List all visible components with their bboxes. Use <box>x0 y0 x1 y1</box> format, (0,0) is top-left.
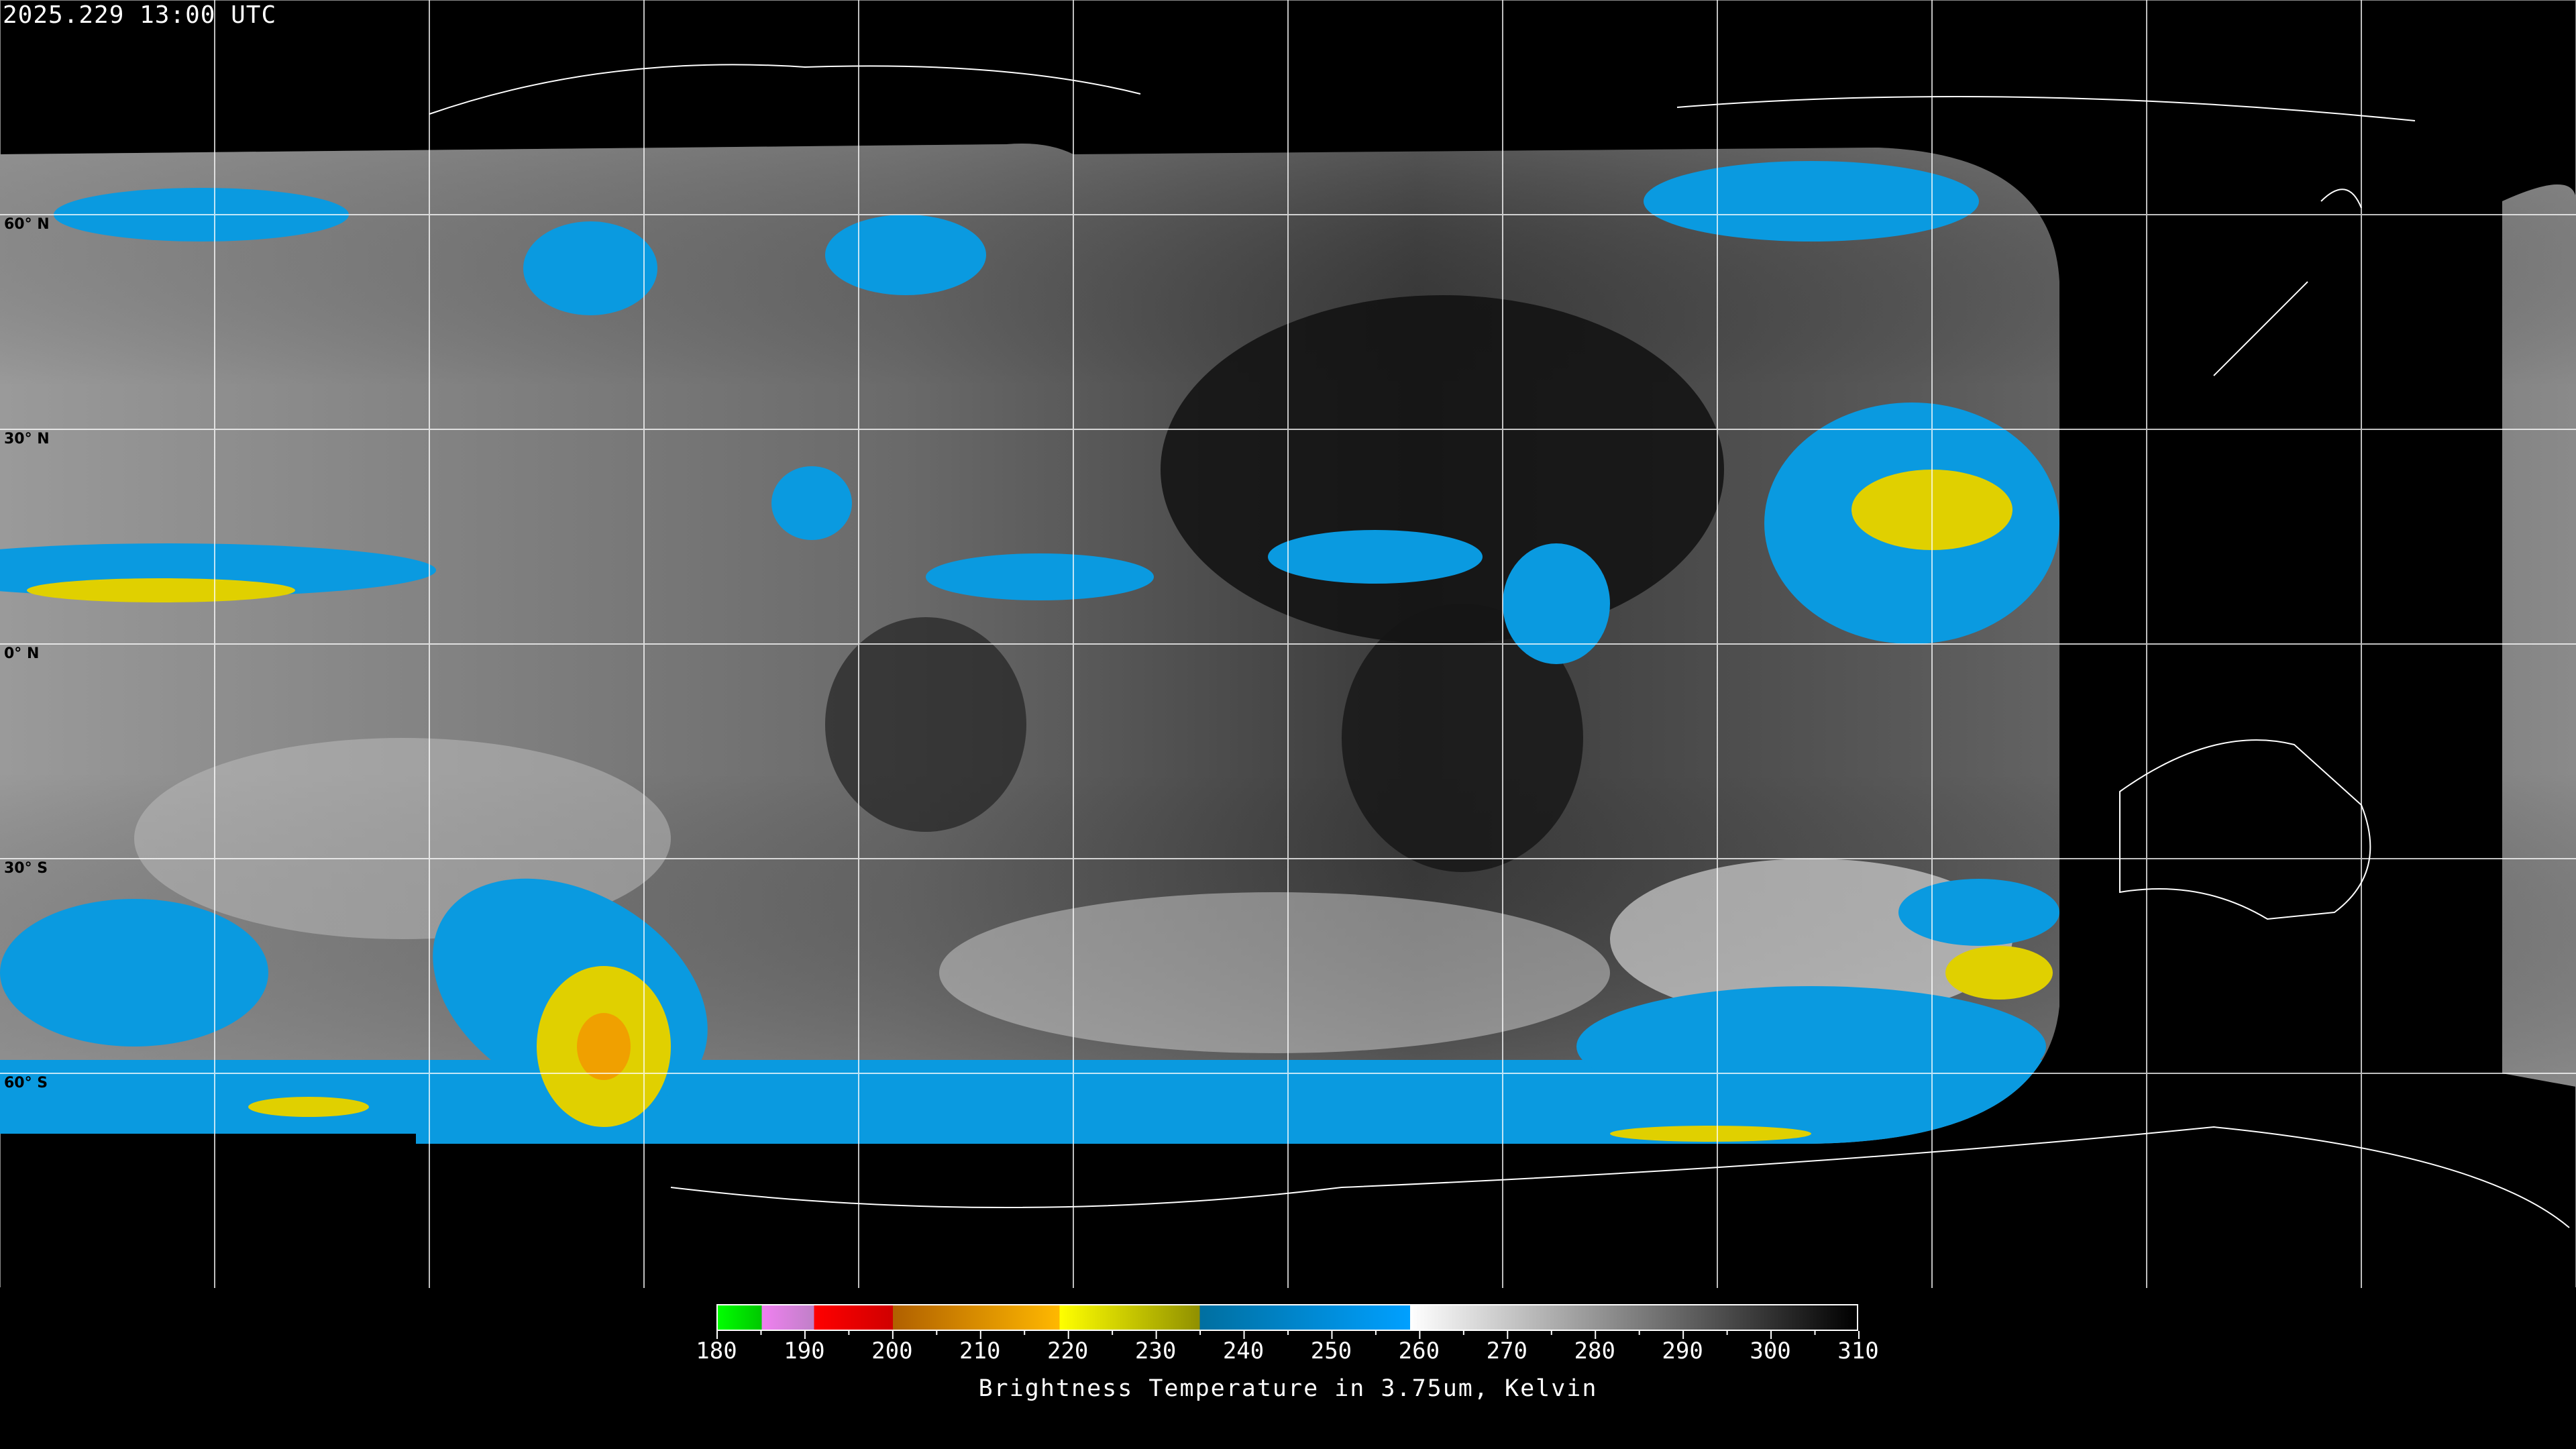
lat-label-60s: 60° S <box>4 1075 48 1091</box>
colorbar-tick-label: 240 <box>1222 1338 1265 1364</box>
colorbar-tick-label: 280 <box>1574 1338 1615 1364</box>
colorbar-tick-label: 270 <box>1486 1338 1528 1364</box>
lat-label-60n: 60° N <box>4 216 50 233</box>
colorbar-tick-label: 290 <box>1662 1338 1703 1364</box>
colorbar-tick-label: 300 <box>1750 1338 1791 1364</box>
lat-label-30s: 30° S <box>4 860 48 877</box>
colorbar-tick-label: 200 <box>871 1338 913 1364</box>
colorbar-tick-label: 220 <box>1046 1338 1089 1364</box>
colorbar <box>716 1304 1858 1331</box>
colorbar-tick-label: 180 <box>696 1338 737 1364</box>
colorbar-tick-label: 260 <box>1398 1338 1440 1364</box>
colorbar-tick-label: 190 <box>784 1338 825 1364</box>
coastlines <box>429 64 2570 1228</box>
satellite-map <box>0 0 2576 1288</box>
colorbar-tick-label: 310 <box>1837 1338 1879 1364</box>
timestamp: 2025.229 13:00 UTC <box>3 1 277 29</box>
colorbar-tick-label: 210 <box>959 1338 1001 1364</box>
colorbar-ticks <box>716 1331 1860 1339</box>
colorbar-tick-label: 250 <box>1310 1338 1352 1364</box>
lat-label-0n: 0° N <box>4 645 40 662</box>
colorbar-title: Brightness Temperature in 3.75um, Kelvin <box>978 1375 1598 1402</box>
colorbar-tick-label: 230 <box>1134 1338 1177 1364</box>
graticule <box>0 0 2576 1288</box>
lat-label-30n: 30° N <box>4 431 50 447</box>
